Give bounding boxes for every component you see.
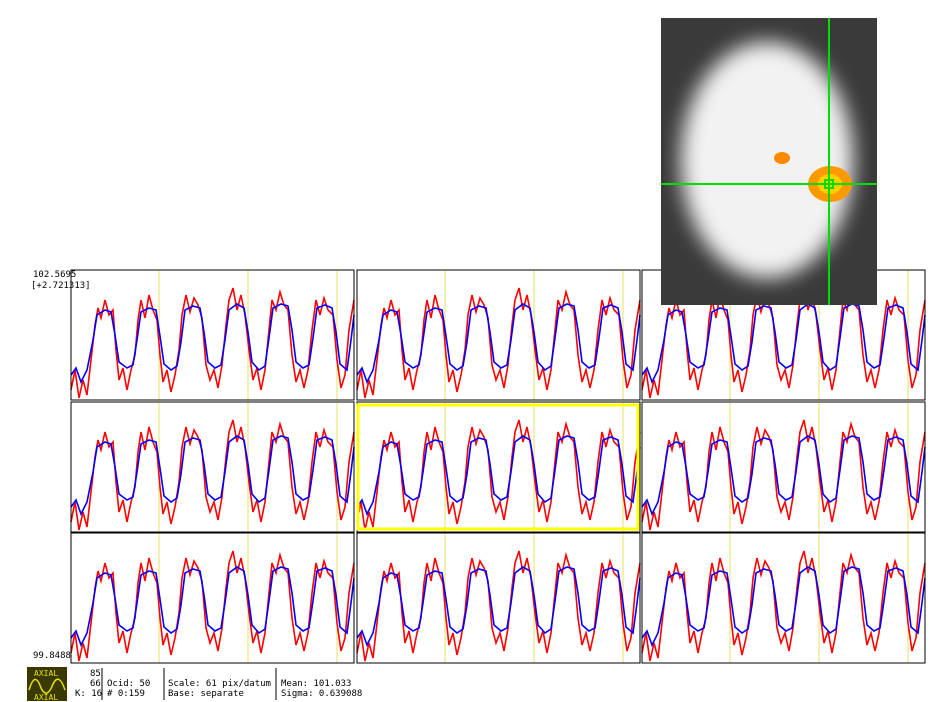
status-index: # 0:159 (107, 689, 145, 699)
bottom-value: 99.8488 (33, 651, 71, 661)
icon-label[interactable]: AXIAL (34, 693, 58, 702)
icon-label[interactable]: AXIAL (34, 669, 58, 678)
status-scale: Scale: 61 pix/datum (168, 679, 271, 689)
graph-grid (71, 270, 925, 663)
status-j: 66 (90, 679, 101, 689)
selected-panel[interactable] (356, 403, 640, 531)
status-base: Base: separate (168, 689, 244, 699)
status-ocid: Ocid: 50 (107, 679, 150, 689)
status-k: K: 16 (75, 689, 102, 699)
brain-inset (661, 18, 877, 305)
top-offset: [+2.721313] (31, 281, 91, 291)
status-mean: Mean: 101.033 (281, 679, 351, 689)
top-value: 102.5695 (33, 270, 76, 280)
status-sigma: Sigma: 0.639088 (281, 689, 362, 699)
status-bar: AXIAL AXIAL 85 66 K: 16 Ocid: 50 # 0:159… (27, 667, 362, 702)
status-i: 85 (90, 669, 101, 679)
